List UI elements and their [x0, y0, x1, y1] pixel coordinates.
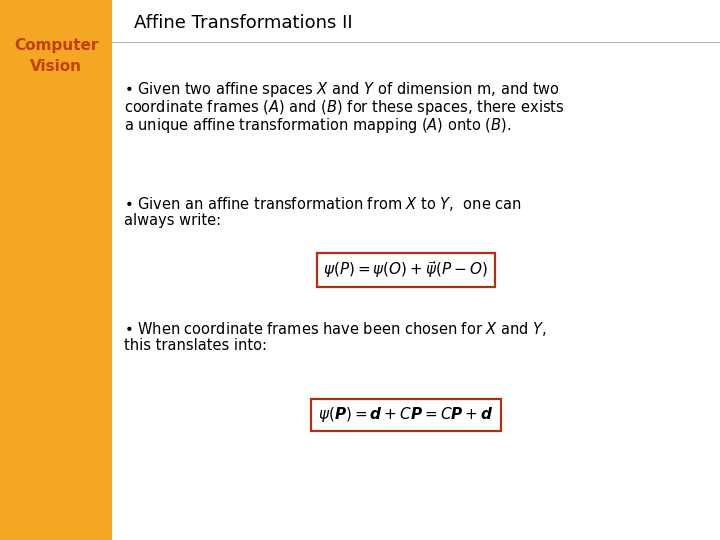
Bar: [0, 0, 112, 540]
Text: always write:: always write:: [124, 213, 221, 228]
Text: $\psi(P) = \psi(O) + \vec{\psi}(P - O)$: $\psi(P) = \psi(O) + \vec{\psi}(P - O)$: [323, 260, 489, 280]
Text: • Given two affine spaces $X$ and $Y$ of dimension m, and two: • Given two affine spaces $X$ and $Y$ of…: [124, 80, 560, 99]
Text: • When coordinate frames have been chosen for $X$ and $Y$,: • When coordinate frames have been chose…: [124, 320, 546, 338]
Text: $\psi(\boldsymbol{P}) = \boldsymbol{d} + C\boldsymbol{P} = C\boldsymbol{P} + \bo: $\psi(\boldsymbol{P}) = \boldsymbol{d} +…: [318, 406, 494, 424]
Text: Computer
Vision: Computer Vision: [14, 38, 98, 74]
Text: coordinate frames $(A)$ and $(B)$ for these spaces, there exists: coordinate frames $(A)$ and $(B)$ for th…: [124, 98, 564, 117]
Text: • Given an affine transformation from $X$ to $Y$,  one can: • Given an affine transformation from $X…: [124, 195, 522, 213]
Text: a unique affine transformation mapping $(A)$ onto $(B)$.: a unique affine transformation mapping $…: [124, 116, 511, 135]
Text: Affine Transformations II: Affine Transformations II: [134, 14, 353, 32]
Text: this translates into:: this translates into:: [124, 338, 267, 353]
